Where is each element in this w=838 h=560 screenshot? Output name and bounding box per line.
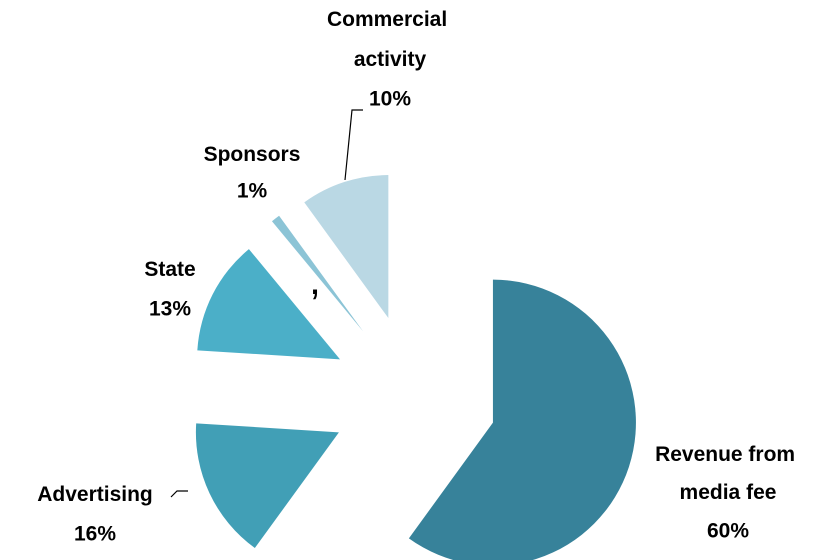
value-label: 60% <box>707 520 749 543</box>
slice-label: State <box>144 258 195 281</box>
pie-slice <box>271 215 364 332</box>
slice-label: Advertising <box>37 483 153 506</box>
slice-label: Sponsors <box>204 143 301 166</box>
leader-line <box>344 109 363 181</box>
value-label: 16% <box>74 523 116 546</box>
pie-slice <box>197 249 341 360</box>
value-label: 1% <box>237 180 268 203</box>
pie-slice <box>195 423 339 549</box>
value-label: 13% <box>149 298 191 321</box>
leader-line <box>170 490 188 498</box>
slice-label: Revenue from media fee <box>655 443 801 504</box>
pie-slice <box>408 279 636 560</box>
annotation: , <box>309 256 321 303</box>
value-label: 10% <box>369 88 411 111</box>
pie-slice <box>304 175 389 319</box>
slice-label: Commercial activity <box>327 8 453 71</box>
